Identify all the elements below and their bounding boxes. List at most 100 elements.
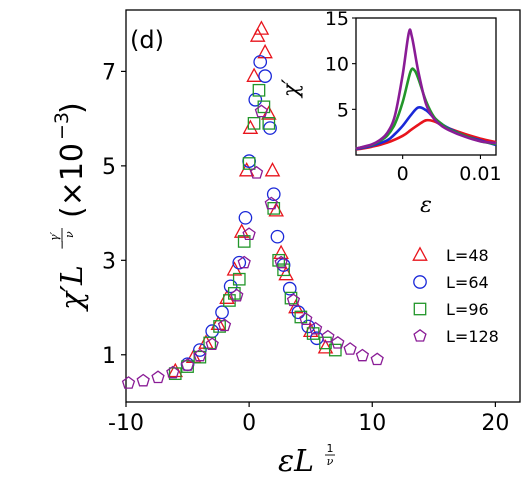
data-point <box>277 263 290 277</box>
data-point <box>223 279 238 294</box>
series-l96 <box>168 83 342 381</box>
legend-marker <box>413 328 427 342</box>
svg-text:ν: ν <box>63 231 76 238</box>
data-point <box>282 281 297 296</box>
data-point <box>253 20 270 35</box>
legend-marker <box>412 246 428 261</box>
data-point <box>193 348 207 362</box>
data-point <box>328 343 342 357</box>
inset-y-tick-label: 15 <box>325 8 349 30</box>
data-point <box>227 287 241 300</box>
data-point <box>180 358 195 371</box>
data-point <box>215 305 229 320</box>
data-point <box>370 352 384 366</box>
data-point <box>291 305 306 320</box>
svg-text:1: 1 <box>327 442 334 455</box>
data-point <box>270 229 285 244</box>
inset-x-tick-label: 0.01 <box>459 163 501 185</box>
data-point <box>263 121 277 135</box>
main-ticks: -10 0 10 20 1 3 5 7 <box>102 60 509 436</box>
data-point <box>213 320 226 333</box>
panel-label: (d) <box>130 26 164 54</box>
svg-text:ν: ν <box>327 455 334 468</box>
inset-y-tick-label: 10 <box>325 54 349 76</box>
data-point <box>264 196 278 210</box>
data-point <box>232 272 246 286</box>
data-point <box>249 27 266 42</box>
data-point <box>121 376 136 389</box>
data-point <box>266 187 281 202</box>
data-point <box>252 83 266 97</box>
main-y-tick-label: 1 <box>102 344 116 369</box>
main-x-tick-label: 0 <box>242 411 256 436</box>
main-y-tick-label: 3 <box>102 249 116 274</box>
data-point <box>299 312 313 326</box>
data-point <box>278 265 294 281</box>
main-x-tick-label: 10 <box>358 411 386 436</box>
data-point <box>331 336 345 349</box>
svg-text:εL: εL <box>278 444 314 479</box>
data-point <box>317 339 334 354</box>
data-point <box>247 116 261 130</box>
data-point <box>205 337 219 351</box>
data-point <box>136 373 150 387</box>
svg-text:−: − <box>55 240 69 250</box>
legend-label: L=128 <box>446 327 499 346</box>
data-point <box>276 258 291 272</box>
inset-frame <box>355 17 497 156</box>
data-point <box>232 255 247 270</box>
inset-x-tick-label: 0 <box>397 163 409 185</box>
data-point <box>167 362 183 378</box>
svg-text:−3: −3 <box>51 112 73 140</box>
data-point <box>253 55 268 69</box>
data-point <box>301 319 316 334</box>
data-point <box>343 342 357 355</box>
data-point <box>254 104 269 118</box>
data-point <box>151 370 165 384</box>
data-point <box>286 293 301 307</box>
main-ylabel: χ′L − γ′ ν (×10 −3 ) <box>48 102 90 312</box>
legend-label: L=48 <box>446 246 489 265</box>
inset-line-l128 <box>355 28 497 150</box>
inset-xlabel: ε <box>420 193 432 218</box>
inset-y-tick-label: 5 <box>337 99 349 121</box>
data-point <box>193 343 207 357</box>
data-point <box>257 100 271 114</box>
data-point <box>242 119 259 134</box>
inset-ticks: 0 0.01 5 10 15 <box>325 8 502 185</box>
legend-label: L=96 <box>446 300 489 319</box>
main-x-tick-label: 20 <box>481 411 509 436</box>
svg-text:γ′: γ′ <box>48 231 61 241</box>
legend: L=48 L=64 L=96 L=128 <box>412 246 499 346</box>
main-xlabel: εL 1 ν <box>278 442 335 479</box>
legend-label: L=64 <box>446 273 489 292</box>
data-point <box>319 336 332 350</box>
inset-line-l48 <box>355 118 497 151</box>
data-point <box>262 116 276 130</box>
data-point <box>264 162 281 177</box>
inset-ylabel: χ′ <box>279 79 304 99</box>
data-point <box>166 365 180 379</box>
svg-text:χ′: χ′ <box>279 79 304 99</box>
data-point <box>273 244 289 260</box>
data-point <box>217 318 232 332</box>
data-point <box>249 165 264 179</box>
data-point <box>242 154 256 168</box>
data-point <box>274 255 288 269</box>
data-point <box>230 288 244 302</box>
data-point <box>238 210 253 225</box>
data-point <box>242 157 256 170</box>
data-point <box>193 350 207 364</box>
inset-lines <box>355 28 497 151</box>
data-point <box>203 336 217 350</box>
data-point <box>272 253 286 267</box>
data-point <box>321 329 335 343</box>
data-point <box>246 67 262 82</box>
main-y-tick-label: 7 <box>102 60 116 85</box>
data-point <box>308 321 323 335</box>
data-point <box>355 348 370 362</box>
data-point <box>181 360 194 373</box>
data-point <box>237 255 251 269</box>
main-y-tick-label: 5 <box>102 155 116 180</box>
